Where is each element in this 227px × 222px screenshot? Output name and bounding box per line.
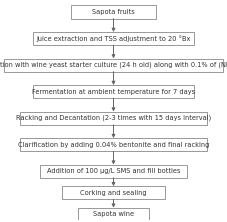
FancyBboxPatch shape <box>33 32 194 45</box>
Text: Racking and Decantation (2-3 times with 15 days interval): Racking and Decantation (2-3 times with … <box>16 115 211 121</box>
FancyBboxPatch shape <box>33 85 194 98</box>
FancyBboxPatch shape <box>62 186 165 199</box>
Text: Inoculation with wine yeast starter culture (24 h old) along with 0.1% of (NH₄)₂: Inoculation with wine yeast starter cult… <box>0 62 227 68</box>
Text: Corking and sealing: Corking and sealing <box>80 190 147 196</box>
FancyBboxPatch shape <box>78 208 149 221</box>
Text: Clarification by adding 0.04% bentonite and final racking: Clarification by adding 0.04% bentonite … <box>18 142 209 148</box>
Text: Fermentation at ambient temperature for 7 days: Fermentation at ambient temperature for … <box>32 89 195 95</box>
FancyBboxPatch shape <box>5 59 222 72</box>
FancyBboxPatch shape <box>71 6 156 19</box>
FancyBboxPatch shape <box>20 138 207 151</box>
Text: Sapota fruits: Sapota fruits <box>92 9 135 15</box>
FancyBboxPatch shape <box>20 112 207 125</box>
Text: Sapota wine: Sapota wine <box>93 211 134 217</box>
Text: Juice extraction and TSS adjustment to 20 °Bx: Juice extraction and TSS adjustment to 2… <box>36 35 191 42</box>
Text: Addition of 100 µg/L SMS and fill bottles: Addition of 100 µg/L SMS and fill bottle… <box>47 168 180 174</box>
FancyBboxPatch shape <box>40 165 187 178</box>
